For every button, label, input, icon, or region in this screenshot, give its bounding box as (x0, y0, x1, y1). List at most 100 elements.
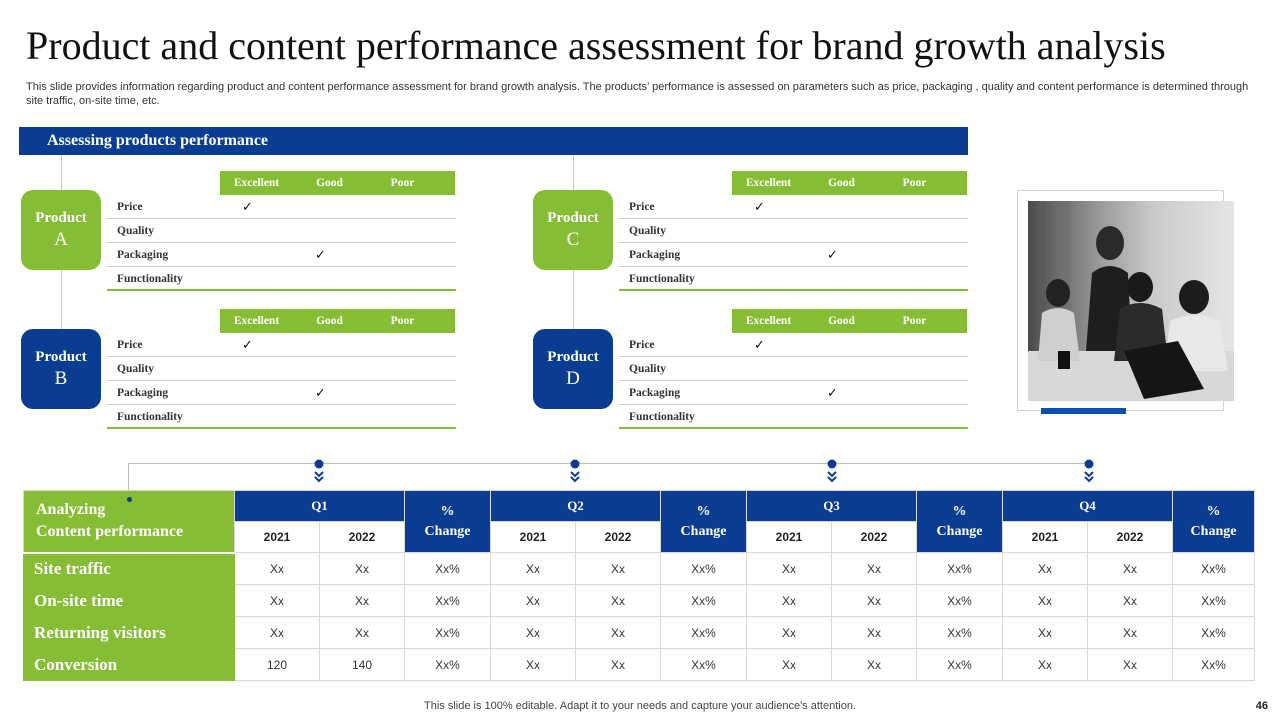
table-cell: Xx% (404, 648, 491, 681)
rating-row: Price ✓ (619, 195, 968, 219)
rating-row: Quality (619, 357, 968, 381)
table-row: Site traffic Xx Xx Xx% Xx Xx Xx% Xx Xx Xx% Xx Xx Xx% (23, 552, 1255, 585)
product-name: C (566, 229, 580, 250)
rating-row: Quality (107, 219, 456, 243)
change-label-line: Change (424, 523, 471, 539)
table-corner-label: Analyzing Content performance (23, 490, 235, 554)
rating-row: Packaging ✓ (107, 243, 456, 267)
criterion-label: Functionality (117, 411, 183, 423)
rating-column-header: Good (316, 315, 343, 327)
table-cell: Xx (490, 552, 576, 585)
criterion-label: Functionality (629, 411, 695, 423)
table-cell: Xx% (916, 648, 1003, 681)
checkmark-icon: ✓ (754, 337, 765, 352)
criterion-label: Quality (629, 363, 667, 375)
metric-label: Returning visitors (23, 616, 235, 649)
products-section-header: Assessing products performance (19, 127, 968, 155)
photo-accent-bar (1041, 408, 1126, 414)
rating-column-header: Good (316, 177, 343, 189)
criterion-label: Packaging (629, 387, 681, 399)
criterion-label: Packaging (117, 249, 169, 261)
change-label-line: % (696, 503, 711, 519)
table-cell: Xx (319, 552, 405, 585)
quarter-header: Q2 (490, 490, 661, 522)
year-header: 2021 (1002, 521, 1088, 553)
content-performance-table: Analyzing Content performance Q1% Change Q2%… (23, 490, 1255, 681)
quarter-connector-left-line (128, 463, 129, 490)
change-label-line: % (1206, 503, 1221, 519)
rating-row: Quality (107, 357, 456, 381)
year-header: 2022 (1087, 521, 1173, 553)
quarter-marker-q1-icon (314, 459, 324, 483)
rating-column-header: Excellent (745, 315, 792, 327)
checkmark-icon: ✓ (827, 385, 838, 400)
quarter-marker-q3-icon (827, 459, 837, 483)
rating-row: Price ✓ (619, 333, 968, 357)
change-label-line: Change (680, 523, 727, 539)
criterion-label: Packaging (117, 387, 169, 399)
product-b-badge: Product B (21, 329, 101, 409)
rating-row: Functionality (107, 405, 456, 429)
quarter-marker-q2-icon (570, 459, 580, 483)
rating-row: Functionality (619, 267, 968, 291)
corner-dot-icon (127, 497, 132, 502)
table-cell: Xx% (1172, 552, 1255, 585)
product-c-rating-table: Excellent Good Poor Price ✓ Quality Packaging ✓… (619, 171, 968, 291)
checkmark-icon: ✓ (754, 199, 765, 214)
percent-change-header: % Change (1172, 490, 1255, 553)
product-label: Product (547, 349, 599, 365)
year-header: 2022 (575, 521, 661, 553)
table-cell: Xx (831, 552, 917, 585)
criterion-label: Quality (117, 225, 155, 237)
criterion-label: Packaging (629, 249, 681, 261)
metric-label: Conversion (23, 648, 235, 681)
table-cell: Xx% (916, 552, 1003, 585)
percent-change-header: % Change (916, 490, 1003, 553)
table-cell: Xx (831, 616, 917, 649)
team-photo-frame (1017, 190, 1234, 411)
product-c-badge: Product C (533, 190, 613, 270)
table-cell: Xx (575, 584, 661, 617)
table-cell: Xx (490, 648, 576, 681)
table-cell: Xx (234, 552, 320, 585)
product-name: A (54, 229, 68, 250)
page-number: 46 (1255, 700, 1268, 712)
product-label: Product (35, 210, 87, 226)
corner-label-line: Content performance (36, 523, 184, 541)
rating-row: Price ✓ (107, 195, 456, 219)
table-row: Conversion 120 140 Xx% Xx Xx Xx% Xx Xx Xx% Xx Xx Xx% (23, 648, 1255, 681)
year-header: 2021 (490, 521, 576, 553)
table-cell: Xx% (404, 616, 491, 649)
year-header: 2021 (746, 521, 832, 553)
table-cell: Xx (831, 648, 917, 681)
table-cell: Xx (1002, 648, 1088, 681)
product-name: D (566, 368, 580, 389)
rating-header-row: Excellent Good Poor (619, 309, 968, 333)
table-row: On-site time Xx Xx Xx% Xx Xx Xx% Xx Xx Xx% Xx Xx Xx% (23, 584, 1255, 617)
table-cell: Xx (234, 616, 320, 649)
year-header: 2022 (831, 521, 917, 553)
criterion-label: Price (117, 201, 143, 213)
criterion-label: Quality (117, 363, 155, 375)
rating-column-header: Good (828, 177, 855, 189)
table-cell: Xx (1087, 552, 1173, 585)
product-a-rating-table: Excellent Good Poor Price ✓ Quality Packaging ✓… (107, 171, 456, 291)
table-cell: Xx% (916, 584, 1003, 617)
table-cell: Xx (1002, 552, 1088, 585)
rating-header-row: Excellent Good Poor (107, 309, 456, 333)
table-cell: Xx (746, 552, 832, 585)
rating-row: Price ✓ (107, 333, 456, 357)
criterion-label: Price (629, 201, 655, 213)
rating-column-header: Excellent (233, 315, 280, 327)
rating-column-header: Poor (390, 315, 415, 327)
table-cell: Xx (319, 584, 405, 617)
criterion-label: Functionality (629, 273, 695, 285)
product-d-badge: Product D (533, 329, 613, 409)
slide-footer: This slide is 100% editable. Adapt it to… (424, 700, 856, 712)
table-cell: Xx% (1172, 616, 1255, 649)
quarter-connector-line (128, 463, 1091, 464)
table-cell: Xx (490, 584, 576, 617)
rating-header-row: Excellent Good Poor (619, 171, 968, 195)
rating-row: Packaging ✓ (619, 381, 968, 405)
percent-change-header: % Change (404, 490, 491, 553)
